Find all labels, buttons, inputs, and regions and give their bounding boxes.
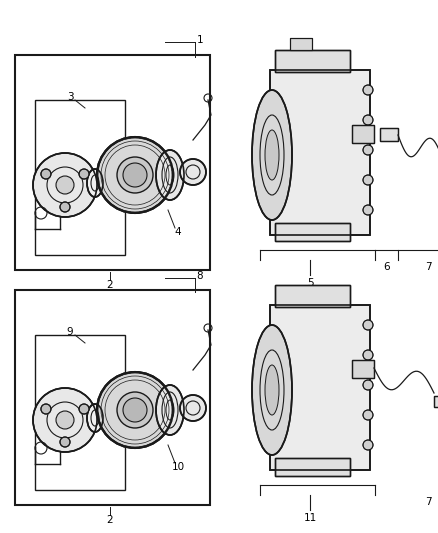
Circle shape bbox=[363, 440, 373, 450]
Circle shape bbox=[33, 388, 97, 452]
Text: 6: 6 bbox=[384, 262, 390, 272]
Text: 7: 7 bbox=[425, 262, 431, 272]
Bar bbox=[270, 70, 370, 235]
Bar bbox=[15, 55, 210, 270]
Ellipse shape bbox=[87, 169, 103, 197]
Bar bbox=[275, 223, 350, 241]
Bar bbox=[275, 285, 350, 307]
Text: 8: 8 bbox=[197, 271, 203, 281]
Bar bbox=[275, 285, 350, 307]
Text: 1: 1 bbox=[197, 35, 203, 45]
Circle shape bbox=[363, 410, 373, 420]
Circle shape bbox=[363, 85, 373, 95]
Circle shape bbox=[60, 202, 70, 212]
Ellipse shape bbox=[156, 385, 184, 435]
Circle shape bbox=[56, 176, 74, 194]
Circle shape bbox=[123, 163, 147, 187]
Bar bbox=[434, 396, 438, 407]
Text: 2: 2 bbox=[107, 515, 113, 525]
Circle shape bbox=[117, 157, 153, 193]
Bar bbox=[352, 125, 374, 143]
Circle shape bbox=[363, 175, 373, 185]
Circle shape bbox=[180, 159, 206, 185]
Bar bbox=[380, 128, 398, 141]
Bar bbox=[35, 335, 125, 490]
Bar bbox=[275, 223, 350, 241]
Bar bbox=[275, 50, 350, 72]
Bar bbox=[380, 128, 398, 141]
Bar bbox=[352, 360, 374, 378]
Circle shape bbox=[41, 404, 51, 414]
Bar bbox=[270, 305, 370, 470]
Circle shape bbox=[33, 153, 97, 217]
Bar bbox=[352, 360, 374, 378]
Bar bbox=[275, 458, 350, 476]
Bar bbox=[290, 38, 312, 50]
Circle shape bbox=[363, 115, 373, 125]
Circle shape bbox=[180, 395, 206, 421]
Text: 9: 9 bbox=[67, 327, 73, 337]
Text: 2: 2 bbox=[107, 280, 113, 290]
Circle shape bbox=[123, 398, 147, 422]
Circle shape bbox=[363, 320, 373, 330]
Text: 5: 5 bbox=[307, 278, 313, 288]
Bar bbox=[352, 125, 374, 143]
Bar bbox=[290, 38, 312, 50]
Bar bbox=[270, 70, 370, 235]
Circle shape bbox=[60, 437, 70, 447]
Circle shape bbox=[56, 411, 74, 429]
Ellipse shape bbox=[265, 365, 279, 415]
Ellipse shape bbox=[87, 404, 103, 432]
Circle shape bbox=[363, 350, 373, 360]
Circle shape bbox=[117, 392, 153, 428]
Circle shape bbox=[97, 137, 173, 213]
Bar bbox=[15, 290, 210, 505]
Bar bbox=[275, 458, 350, 476]
Text: 3: 3 bbox=[67, 92, 73, 102]
Text: 10: 10 bbox=[171, 462, 184, 472]
Text: 11: 11 bbox=[304, 513, 317, 523]
Circle shape bbox=[363, 205, 373, 215]
Bar bbox=[275, 50, 350, 72]
Circle shape bbox=[79, 169, 89, 179]
Ellipse shape bbox=[252, 325, 292, 455]
Ellipse shape bbox=[252, 90, 292, 220]
Circle shape bbox=[79, 404, 89, 414]
Ellipse shape bbox=[156, 150, 184, 200]
Circle shape bbox=[41, 169, 51, 179]
Text: 4: 4 bbox=[175, 227, 181, 237]
Bar bbox=[35, 100, 125, 255]
Bar bbox=[434, 396, 438, 407]
Ellipse shape bbox=[265, 130, 279, 180]
Circle shape bbox=[97, 372, 173, 448]
Circle shape bbox=[363, 145, 373, 155]
Circle shape bbox=[363, 380, 373, 390]
Text: 7: 7 bbox=[425, 497, 431, 507]
Bar bbox=[270, 305, 370, 470]
